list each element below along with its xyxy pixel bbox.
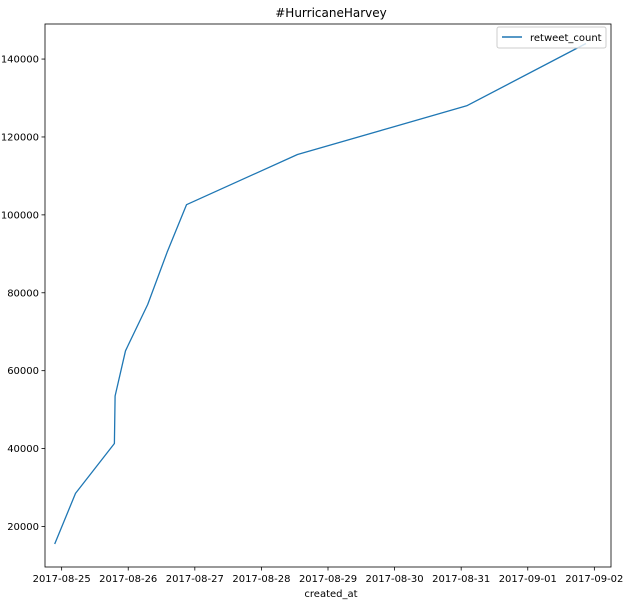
y-tick-label: 40000 — [7, 444, 39, 455]
series-layer — [54, 42, 587, 545]
x-axis: 2017-08-25 2017-08-26 2017-08-27 2017-08-28… — [33, 567, 623, 585]
series-line-retweet-count — [54, 42, 587, 545]
legend-label-retweet-count: retweet_count — [530, 33, 602, 44]
y-tick-label: 20000 — [7, 522, 39, 533]
x-tick-label: 2017-09-02 — [565, 574, 623, 585]
x-tick-label: 2017-08-25 — [33, 574, 91, 585]
x-tick-label: 2017-08-27 — [166, 574, 224, 585]
legend-box — [496, 26, 607, 49]
chart-title: #HurricaneHarvey — [275, 6, 387, 20]
y-tick-label: 80000 — [7, 288, 39, 299]
legend: retweet_count — [496, 26, 607, 49]
y-axis: 20000 40000 60000 80000 100000 120000 140000 — [1, 55, 45, 533]
plot-frame — [44, 23, 612, 568]
y-tick-label: 100000 — [1, 210, 39, 221]
x-tick-label: 2017-08-29 — [299, 574, 357, 585]
x-axis-label: created_at — [304, 589, 357, 600]
y-tick-label: 140000 — [1, 55, 39, 66]
x-tick-label: 2017-08-26 — [99, 574, 157, 585]
y-tick-label: 120000 — [1, 132, 39, 143]
x-tick-label: 2017-09-01 — [499, 574, 557, 585]
x-tick-label: 2017-08-31 — [432, 574, 490, 585]
x-tick-label: 2017-08-30 — [366, 574, 424, 585]
x-tick-label: 2017-08-28 — [232, 574, 290, 585]
y-tick-label: 60000 — [7, 366, 39, 377]
